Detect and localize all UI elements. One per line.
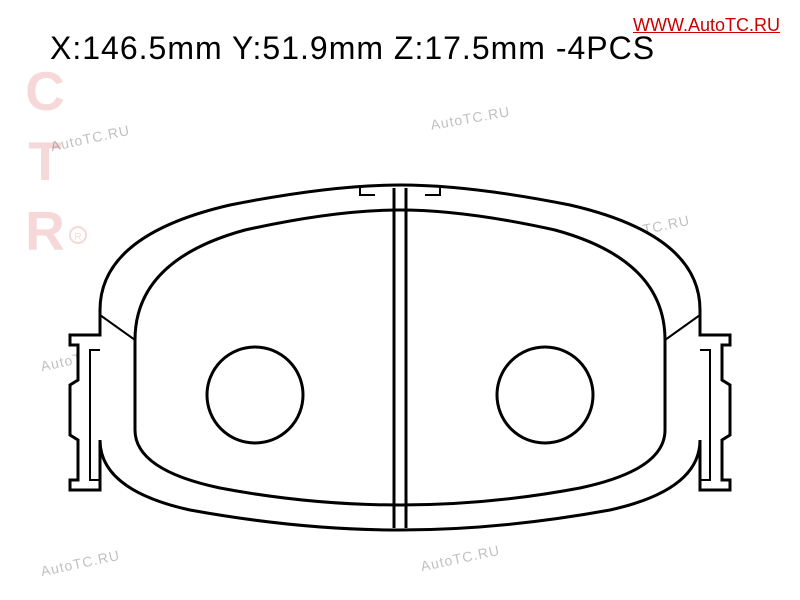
watermark: AutoTC.RU [39, 547, 121, 579]
watermark: AutoTC.RU [419, 542, 501, 574]
svg-text:C: C [25, 60, 65, 122]
dimension-text: X:146.5mm Y:51.9mm Z:17.5mm -4PCS [50, 30, 655, 67]
website-url: WWW.AutoTC.RU [633, 15, 780, 36]
watermark: AutoTC.RU [429, 103, 511, 133]
brake-pad-diagram [50, 180, 750, 540]
